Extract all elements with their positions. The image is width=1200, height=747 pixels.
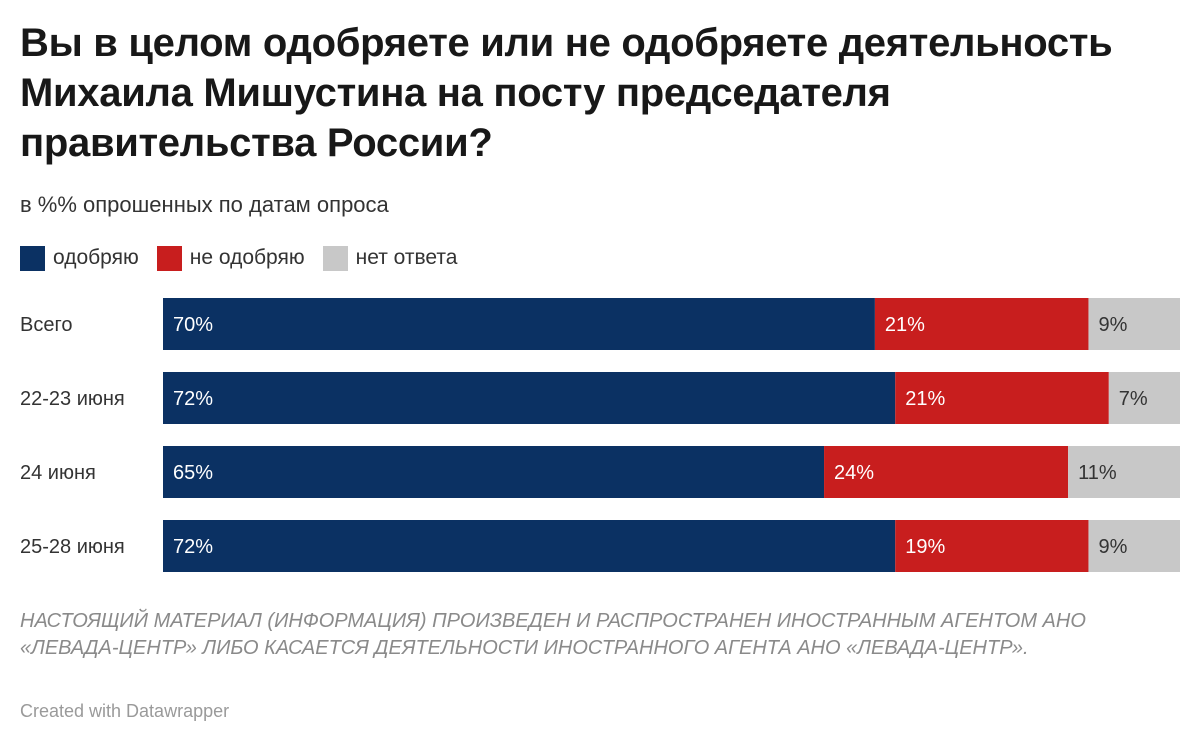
category-label: Всего <box>20 314 72 336</box>
bar-segment-no-answer <box>1088 520 1180 572</box>
data-label-approve: 65% <box>173 462 213 484</box>
bar-segment-disapprove <box>874 298 1089 350</box>
legend-label-no-answer: нет ответа <box>355 246 458 269</box>
bar-segment-approve <box>163 298 875 350</box>
legend-item-disapprove: не одобряю <box>156 245 305 271</box>
legend-swatch-disapprove <box>156 245 182 271</box>
category-label: 22-23 июня <box>20 388 125 410</box>
data-label-approve: 70% <box>173 314 213 336</box>
bar-segment-no-answer <box>1088 298 1180 350</box>
bar-segment-no-answer <box>1108 372 1180 424</box>
legend-label-disapprove: не одобряю <box>189 246 305 269</box>
bar-segment-approve <box>163 446 825 498</box>
data-label-no-answer: 9% <box>1098 314 1127 336</box>
chart-subtitle: в %% опрошенных по датам опроса <box>20 192 389 217</box>
data-label-approve: 72% <box>173 536 213 558</box>
bar-segment-disapprove <box>824 446 1069 498</box>
category-label: 25-28 июня <box>20 536 125 558</box>
stacked-bar-chart: Всего 70% 21% 9% 22-23 июня 72% 21% 7% 24 июня 65… <box>20 298 1180 572</box>
bar-segment-disapprove <box>895 520 1089 572</box>
chart-title: Вы в целом одобряете или не одобряете де… <box>20 21 1113 165</box>
data-label-no-answer: 11% <box>1078 462 1117 484</box>
datawrapper-credit: Created with Datawrapper <box>20 701 230 721</box>
data-label-no-answer: 9% <box>1098 536 1127 558</box>
bar-segment-disapprove <box>895 372 1109 424</box>
legend-item-approve: одобряю <box>20 245 139 271</box>
chart-legend: одобряю не одобряю нет ответа <box>20 243 475 273</box>
bar-segment-approve <box>163 372 896 424</box>
data-label-disapprove: 19% <box>905 536 945 558</box>
bar-segment-approve <box>163 520 896 572</box>
data-label-no-answer: 7% <box>1119 388 1148 410</box>
data-label-approve: 72% <box>173 388 213 410</box>
data-label-disapprove: 21% <box>885 314 925 336</box>
bar-segment-no-answer <box>1068 446 1180 498</box>
data-label-disapprove: 24% <box>834 462 874 484</box>
legend-swatch-no-answer <box>322 245 348 271</box>
legend-item-no-answer: нет ответа <box>322 245 458 271</box>
category-label: 24 июня <box>20 462 96 484</box>
legend-label-approve: одобряю <box>53 246 139 269</box>
data-label-disapprove: 21% <box>905 388 945 410</box>
foreign-agent-disclaimer: НАСТОЯЩИЙ МАТЕРИАЛ (ИНФОРМАЦИЯ) ПРОИЗВЕД… <box>20 610 1086 659</box>
legend-swatch-approve <box>20 245 45 271</box>
